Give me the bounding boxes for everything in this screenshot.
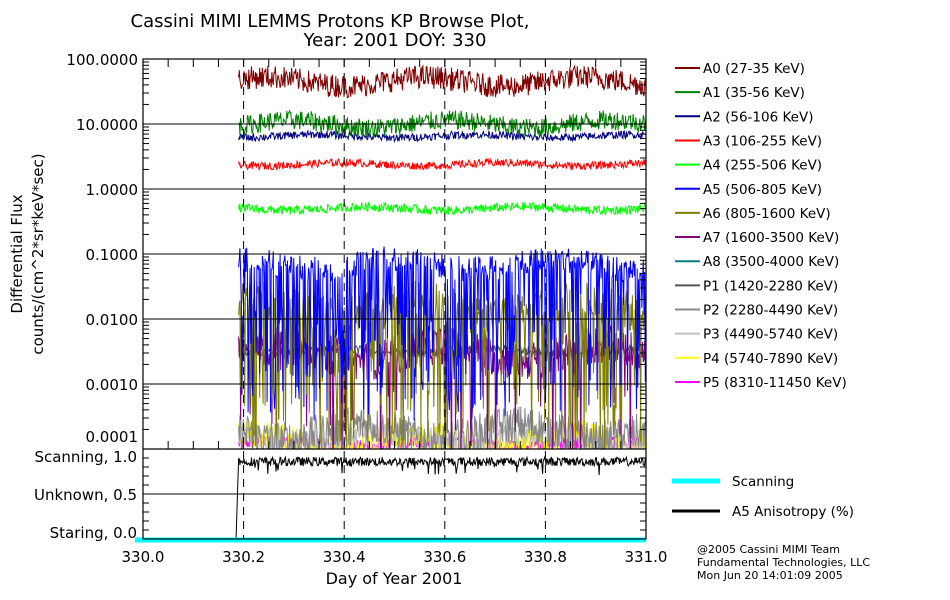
x-tick-label: 330.6: [423, 548, 466, 566]
series-group: [238, 64, 646, 449]
x-tick-label: 330.2: [222, 548, 265, 566]
y-tick-label: 0.0010: [86, 376, 139, 394]
series-line-a4: [238, 201, 646, 216]
legend-label: P3 (4490-5740 KeV): [703, 327, 838, 343]
footer-line-3: Mon Jun 20 14:01:09 2005: [697, 569, 843, 582]
footer-line-1: @2005 Cassini MIMI Team: [697, 543, 840, 556]
legend-label: A1 (35-56 KeV): [703, 85, 805, 101]
anisotropy-line: [235, 455, 647, 540]
y-tick-label: 10.0000: [76, 116, 138, 134]
series-line-a1: [238, 109, 646, 139]
legend-label: A5 (506-805 KeV): [703, 182, 822, 198]
x-tick-label: 330.0: [122, 548, 165, 566]
legend-label: P5 (8310-11450 KeV): [703, 375, 847, 391]
legend-label: A8 (3500-4000 KeV): [703, 254, 839, 270]
x-tick-label: 331.0: [625, 548, 668, 566]
y-tick-label: 0.0100: [86, 311, 139, 329]
x-axis-label: Day of Year 2001: [326, 569, 463, 588]
y-tick-label: 0.0001: [86, 428, 139, 446]
series-line-a5: [238, 246, 646, 421]
chart-title: Cassini MIMI LEMMS Protons KP Browse Plo…: [131, 11, 530, 32]
lower-y-tick-label: Unknown, 0.5: [34, 486, 137, 504]
lower-y-tick-label: Staring, 0.0: [50, 524, 137, 542]
series-line-a2: [238, 129, 646, 144]
series-line-p2: [238, 406, 646, 449]
legend-label: A3 (106-255 KeV): [703, 133, 822, 149]
x-tick-label: 330.8: [524, 548, 567, 566]
series-line-a3: [238, 157, 646, 172]
y-tick-label: 0.1000: [86, 246, 139, 264]
legend-label: P4 (5740-7890 KeV): [703, 351, 838, 367]
series-line-a0: [238, 64, 646, 99]
y-axis-label-line1: Differential Flux: [8, 194, 26, 313]
y-tick-label: 1.0000: [86, 181, 139, 199]
legend-label: A2 (56-106 KeV): [703, 109, 813, 125]
x-tick-label: 330.4: [323, 548, 366, 566]
footer-line-2: Fundamental Technologies, LLC: [697, 556, 870, 569]
legend-label: A4 (255-506 KeV): [703, 158, 822, 174]
legend-label: P1 (1420-2280 KeV): [703, 278, 838, 294]
chart-subtitle: Year: 2001 DOY: 330: [303, 30, 487, 51]
y-tick-label: 100.0000: [66, 51, 138, 69]
legend-label: P2 (2280-4490 KeV): [703, 303, 838, 319]
legend-label: Scanning: [732, 474, 794, 490]
legend-label: A6 (805-1600 KeV): [703, 206, 831, 222]
legend-label: A0 (27-35 KeV): [703, 61, 805, 77]
legend-label: A5 Anisotropy (%): [732, 504, 854, 520]
legend-label: A7 (1600-3500 KeV): [703, 230, 839, 246]
y-axis-label-line2: counts/(cm^2*sr*keV*sec): [29, 153, 47, 354]
lower-y-tick-label: Scanning, 1.0: [34, 448, 137, 466]
